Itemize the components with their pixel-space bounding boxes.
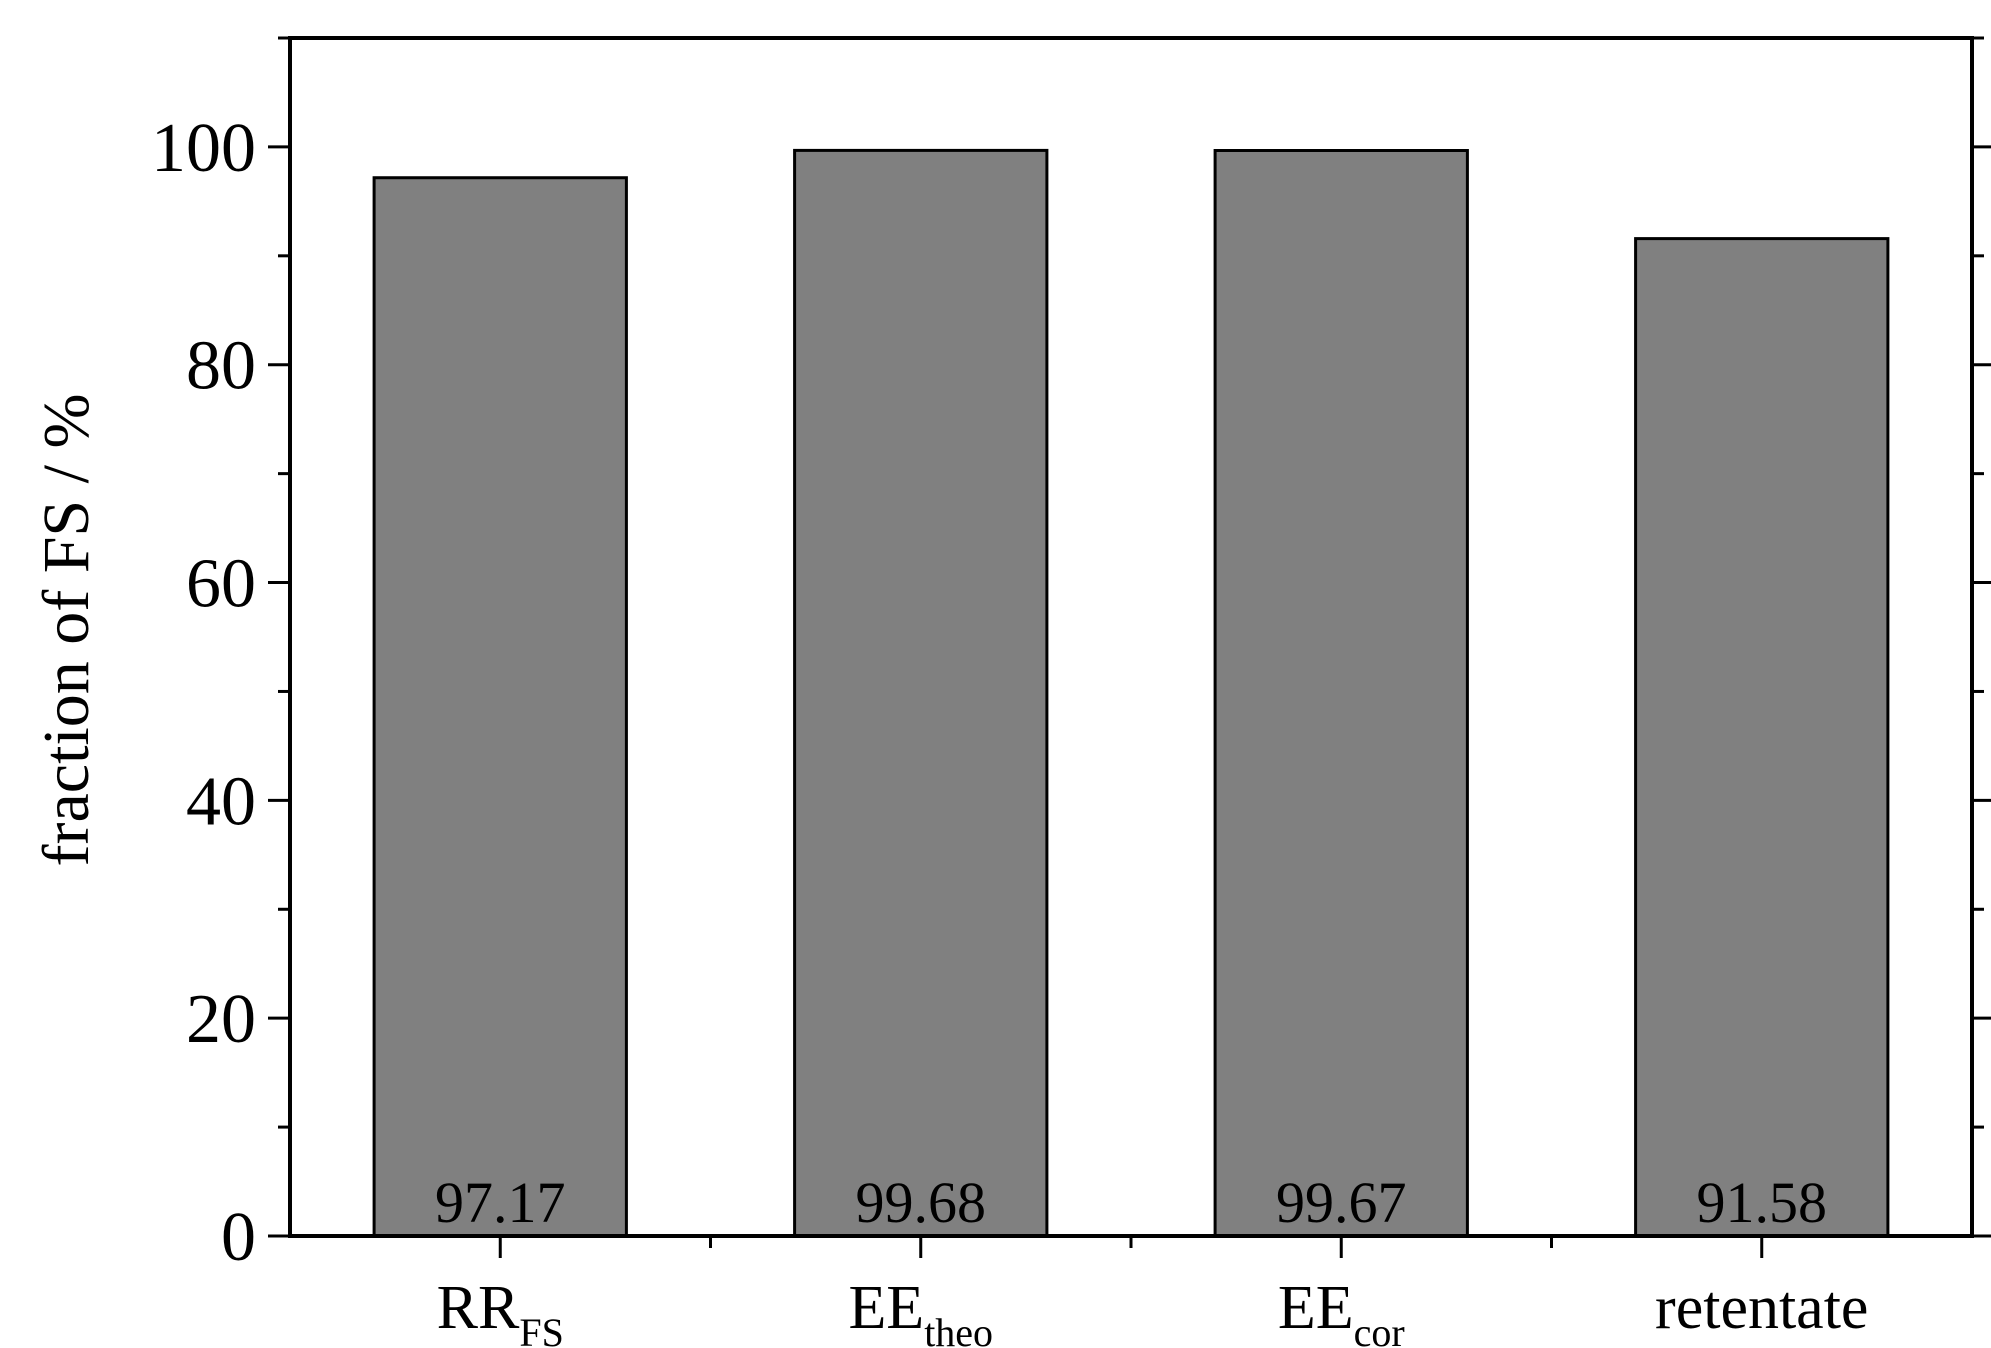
data-label-1: 99.68 bbox=[856, 1170, 987, 1235]
y-tick-label-0: 0 bbox=[221, 1199, 256, 1276]
y-tick-label-4: 80 bbox=[186, 328, 256, 405]
x-tick-label-1: EEtheo bbox=[848, 1274, 993, 1348]
bar-0 bbox=[372, 176, 628, 1238]
x-tick-label-2: EEcor bbox=[1278, 1274, 1405, 1348]
y-tick-label-3: 60 bbox=[186, 546, 256, 623]
y-tick-label-2: 40 bbox=[186, 763, 256, 840]
data-label-2: 99.67 bbox=[1276, 1170, 1407, 1235]
x-tick-label-3: retentate bbox=[1655, 1274, 1868, 1342]
y-axis-label: fraction of FS / % bbox=[30, 394, 103, 867]
bar-2 bbox=[1213, 149, 1469, 1238]
bar-1 bbox=[793, 148, 1049, 1238]
data-label-3: 91.58 bbox=[1697, 1170, 1828, 1235]
y-tick-label-1: 20 bbox=[186, 981, 256, 1058]
data-label-0: 97.17 bbox=[435, 1170, 566, 1235]
bar-3 bbox=[1634, 237, 1890, 1238]
y-tick-label-5: 100 bbox=[151, 110, 256, 187]
x-tick-label-0: RRFS bbox=[437, 1274, 564, 1348]
